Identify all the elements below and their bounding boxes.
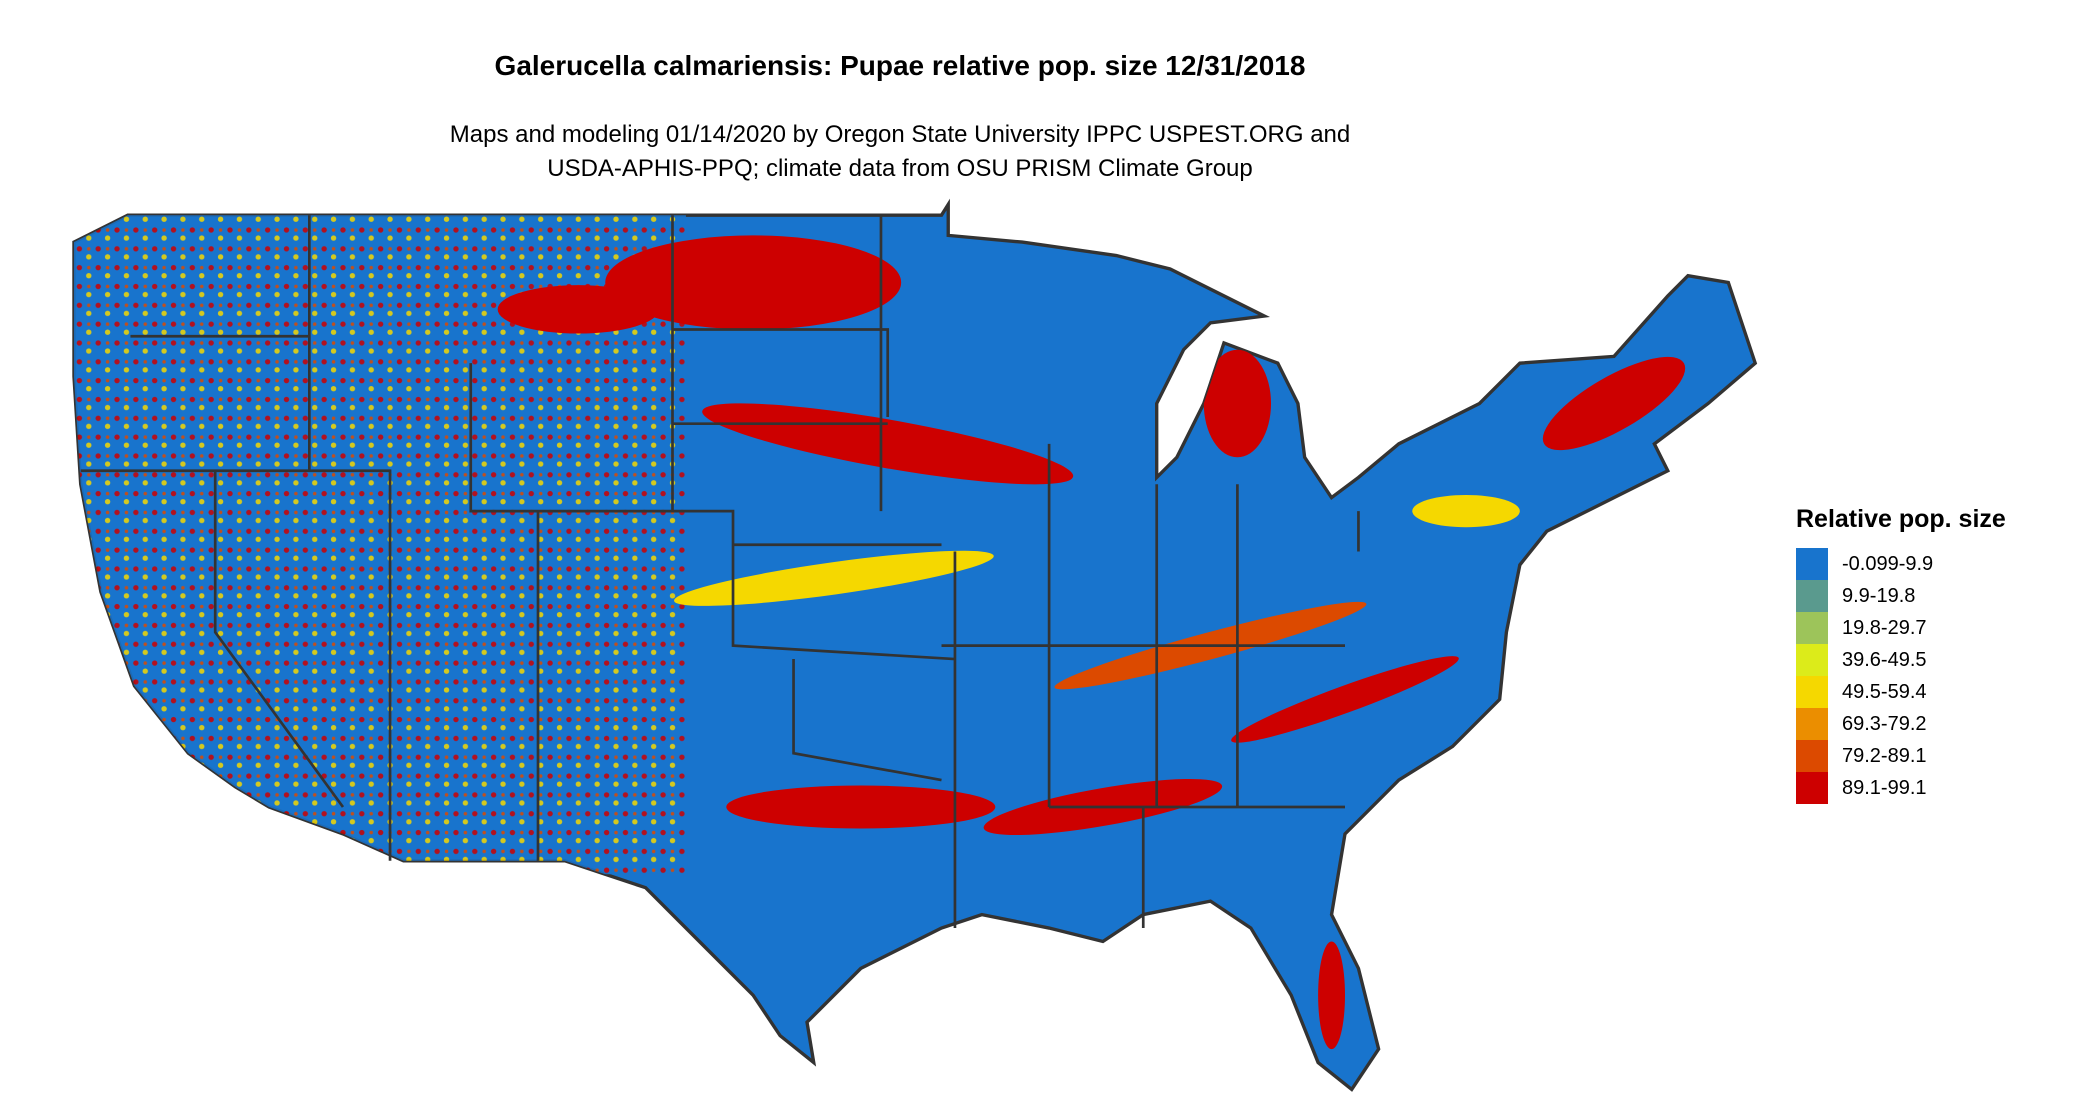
map-subtitle: Maps and modeling 01/14/2020 by Oregon S… bbox=[0, 118, 1800, 186]
legend-label: 19.8-29.7 bbox=[1842, 616, 1927, 639]
legend-label: 9.9-19.8 bbox=[1842, 584, 1916, 607]
subtitle-line-1: Maps and modeling 01/14/2020 by Oregon S… bbox=[449, 121, 1351, 148]
legend-swatch bbox=[1796, 740, 1828, 772]
legend-item: 39.6-49.5 bbox=[1796, 644, 2006, 676]
legend-item: 9.9-19.8 bbox=[1796, 580, 2006, 612]
hotspot-patch bbox=[1231, 656, 1459, 743]
legend-swatch bbox=[1796, 612, 1828, 644]
legend-label: 89.1-99.1 bbox=[1842, 776, 1927, 799]
legend-swatch bbox=[1796, 580, 1828, 612]
legend-item: 49.5-59.4 bbox=[1796, 676, 2006, 708]
legend-swatch bbox=[1796, 548, 1828, 580]
hotspot-patch bbox=[726, 785, 996, 829]
legend-swatch bbox=[1796, 708, 1828, 740]
legend-item: -0.099-9.9 bbox=[1796, 548, 2006, 580]
hotspot-patch bbox=[674, 550, 994, 606]
legend-label: -0.099-9.9 bbox=[1842, 552, 1934, 575]
legend-title: Relative pop. size bbox=[1796, 505, 2006, 533]
legend-label: 49.5-59.4 bbox=[1842, 680, 1927, 703]
legend-item: 79.2-89.1 bbox=[1796, 740, 2006, 772]
hotspot-patch bbox=[1542, 356, 1686, 451]
legend-label: 69.3-79.2 bbox=[1842, 712, 1927, 735]
legend-swatch bbox=[1796, 772, 1828, 804]
legend-item: 69.3-79.2 bbox=[1796, 708, 2006, 740]
legend-label: 79.2-89.1 bbox=[1842, 744, 1927, 767]
legend-swatch bbox=[1796, 644, 1828, 676]
hotspot-patch bbox=[1203, 349, 1272, 458]
hotspot-patch bbox=[1412, 494, 1520, 528]
legend-item: 89.1-99.1 bbox=[1796, 772, 2006, 804]
legend: Relative pop. size -0.099-9.9 9.9-19.8 19.… bbox=[1796, 505, 2006, 804]
legend-swatch bbox=[1796, 676, 1828, 708]
hotspot-patch bbox=[1318, 941, 1345, 1050]
subtitle-line-2: USDA-APHIS-PPQ; climate data from OSU PR… bbox=[547, 155, 1253, 182]
legend-item: 19.8-29.7 bbox=[1796, 612, 2006, 644]
map-title: Galerucella calmariensis: Pupae relative… bbox=[494, 50, 1306, 81]
hotspot-patch bbox=[497, 285, 660, 334]
hotspot-patch bbox=[605, 235, 902, 330]
state-borders bbox=[80, 215, 1360, 929]
legend-label: 39.6-49.5 bbox=[1842, 648, 1927, 671]
